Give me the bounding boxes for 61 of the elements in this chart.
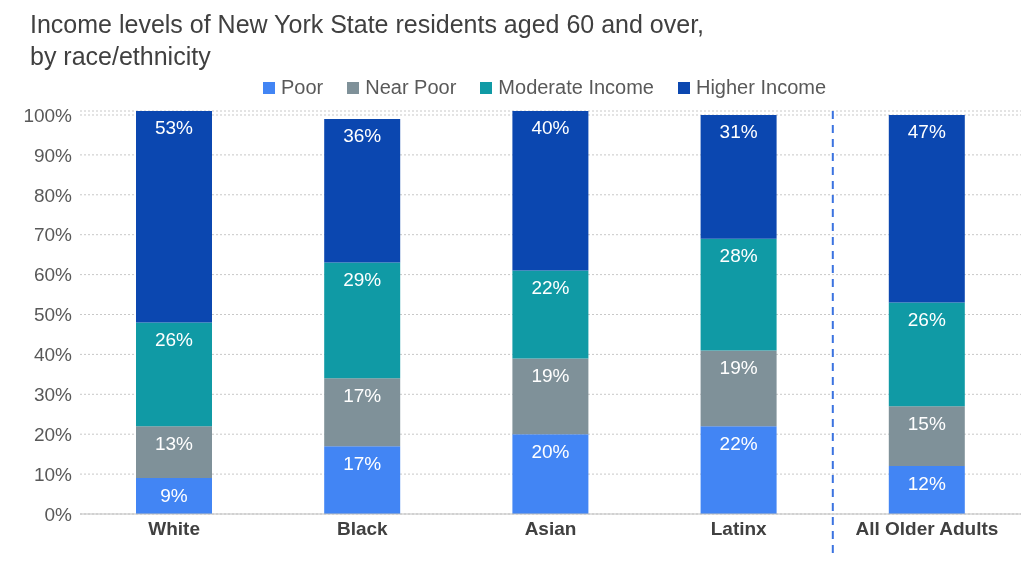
y-tick-label: 20% [33,423,73,445]
bar [324,446,401,514]
bar [136,478,212,514]
legend-label: Moderate Income [497,76,654,99]
legend-label: Near Poor [364,76,457,99]
data-label: 22% [531,277,570,299]
y-tick-label: 80% [33,184,73,206]
y-tick-label: 90% [33,144,73,166]
bar [512,358,589,435]
data-label: 20% [531,440,570,462]
data-label: 26% [154,328,194,350]
data-label: 17% [343,452,382,474]
data-label: 31% [719,121,758,143]
data-label: 29% [343,269,382,291]
x-tick-label: White [148,518,200,540]
bar [700,426,777,514]
legend-label: Poor [279,76,324,99]
data-label: 28% [719,245,758,267]
data-label: 9% [160,484,188,506]
bar [324,262,401,379]
bar [136,111,212,323]
data-label: 12% [907,472,946,494]
data-label: 26% [907,309,946,331]
x-tick-label: All Older Adults [855,518,999,540]
data-label: 22% [719,432,758,454]
bar [324,378,401,447]
y-tick-label: 40% [33,344,73,366]
data-label: 36% [343,125,382,147]
y-tick-label: 60% [33,264,73,286]
data-label: 17% [343,384,382,406]
y-tick-label: 100% [23,104,73,126]
y-tick-label: 0% [44,503,73,525]
data-label: 15% [907,412,946,434]
bar [700,114,777,239]
bar [136,426,212,479]
bar [888,406,965,467]
legend-label: Higher Income [695,76,827,99]
x-tick-label: Latinx [710,518,768,540]
bar [324,118,401,263]
data-label: 13% [154,432,194,454]
x-tick-label: Asian [524,518,577,540]
chart-title: Income levels of New York State residents aged 60 and over, by race/ethnicity [30,9,706,72]
bar [700,350,777,427]
data-label: 19% [531,364,570,386]
x-tick-label: Black [336,518,389,540]
bar [136,322,212,427]
data-label: 19% [719,356,758,378]
bar [888,466,965,514]
bar [512,270,589,359]
bar [512,111,589,271]
data-label: 40% [531,117,570,139]
data-label: 53% [154,117,194,139]
bar [512,434,589,514]
data-label: 47% [907,121,946,143]
bar [888,302,965,407]
y-tick-label: 70% [33,224,73,246]
y-tick-label: 30% [33,384,73,406]
bar [888,114,965,303]
bar [700,238,777,351]
y-tick-label: 10% [33,463,73,485]
y-tick-label: 50% [33,304,73,326]
